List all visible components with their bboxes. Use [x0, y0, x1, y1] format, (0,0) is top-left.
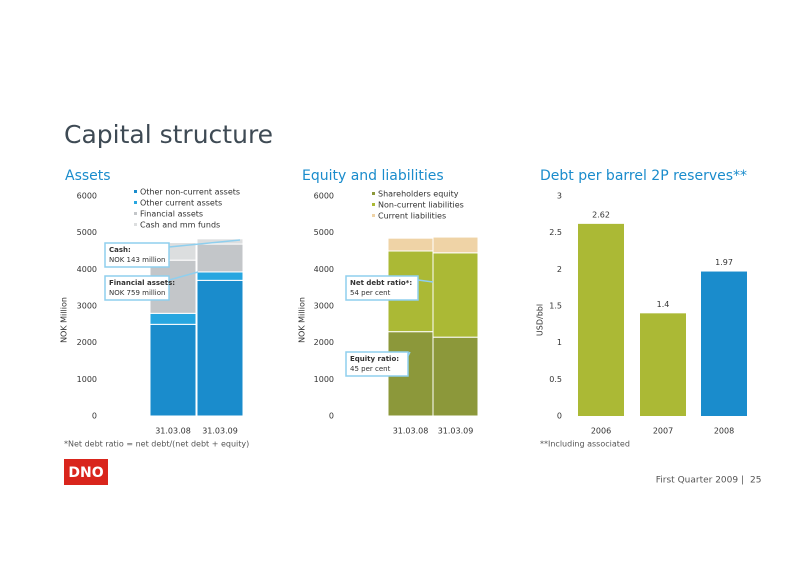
y-tick-label: 4000 [314, 265, 334, 274]
footnote: *Net debt ratio = net debt/(net debt + e… [64, 440, 249, 449]
annotation-text: 54 per cent [350, 289, 391, 297]
annotation-text: NOK 759 million [109, 289, 165, 297]
value-label: 1.97 [715, 258, 733, 267]
y-tick-label: 0 [329, 412, 334, 421]
callout-line [417, 279, 434, 283]
legend-label: Other non-current assets [140, 188, 240, 197]
annotation-text: 45 per cent [350, 365, 391, 373]
y-tick-label: 1 [557, 338, 562, 347]
y-tick-label: 1000 [77, 375, 97, 384]
value-label: 2.62 [592, 210, 610, 219]
footnote: **Including associated [540, 440, 630, 449]
y-axis-label: NOK Million [298, 297, 307, 343]
x-tick-label: 31.03.08 [155, 427, 191, 436]
chart-title: Assets [65, 168, 111, 184]
legend-marker [134, 223, 137, 226]
legend-label: Shareholders equity [378, 190, 459, 199]
annotation-box [345, 351, 409, 377]
legend-marker [134, 212, 137, 215]
annotation-title: Equity ratio: [350, 355, 399, 363]
legend-marker [134, 190, 137, 193]
bar-segment [196, 243, 244, 273]
bar-segment [149, 312, 197, 325]
callout-line [168, 271, 199, 281]
bar-segment [387, 237, 434, 252]
x-tick-label: 2008 [714, 427, 734, 436]
x-tick-label: 31.03.09 [438, 427, 474, 436]
x-tick-label: 31.03.08 [393, 427, 429, 436]
y-tick-label: 0 [557, 412, 562, 421]
legend-label: Financial assets [140, 210, 203, 219]
y-tick-label: 2 [557, 265, 562, 274]
y-tick-label: 2.5 [549, 228, 562, 237]
y-tick-label: 3 [557, 192, 562, 201]
legend-label: Non-current liabilities [378, 201, 464, 210]
y-axis-label: USD/bbl [536, 304, 545, 336]
y-tick-label: 4000 [77, 265, 97, 274]
y-tick-label: 2000 [314, 338, 334, 347]
y-tick-label: 5000 [77, 228, 97, 237]
annotation-box [104, 275, 170, 301]
bar-segment [196, 279, 244, 417]
legend-label: Cash and mm funds [140, 221, 220, 230]
x-tick-label: 31.03.09 [202, 427, 238, 436]
bar-segment [432, 252, 479, 338]
legend-marker [134, 201, 137, 204]
y-tick-label: 5000 [314, 228, 334, 237]
bar-segment [432, 336, 479, 417]
legend-label: Current liabilities [378, 212, 446, 221]
legend-marker [372, 214, 375, 217]
legend-marker [372, 203, 375, 206]
page-number: 25 [750, 476, 761, 486]
logo-box [64, 459, 108, 485]
value-label: 1.4 [657, 300, 670, 309]
logo: DNO [68, 465, 103, 481]
bar-segment [149, 323, 197, 417]
y-tick-label: 3000 [77, 302, 97, 311]
y-tick-label: 0.5 [549, 375, 562, 384]
bar-segment [196, 271, 244, 281]
annotation-title: Net debt ratio*: [350, 279, 412, 287]
y-axis-label: NOK Million [60, 297, 69, 343]
annotation-text: NOK 143 million [109, 256, 165, 264]
footer-text: First Quarter 2009 | [656, 476, 744, 486]
bar [640, 313, 686, 416]
annotation-box [104, 242, 170, 268]
y-tick-label: 0 [92, 412, 97, 421]
y-tick-label: 3000 [314, 302, 334, 311]
y-tick-label: 1.5 [549, 302, 562, 311]
legend-label: Other current assets [140, 199, 222, 208]
callout-line [168, 239, 241, 248]
bar [578, 223, 624, 416]
y-tick-label: 6000 [77, 192, 97, 201]
y-tick-label: 2000 [77, 338, 97, 347]
annotation-box [345, 275, 419, 301]
annotation-title: Cash: [109, 246, 131, 254]
x-tick-label: 2006 [591, 427, 611, 436]
annotation-title: Financial assets: [109, 279, 175, 287]
legend-marker [372, 192, 375, 195]
bar [701, 271, 747, 416]
chart-title: Debt per barrel 2P reserves** [540, 168, 747, 184]
slide-title: Capital structure [64, 120, 273, 149]
chart-title: Equity and liabilities [302, 168, 444, 184]
y-tick-label: 1000 [314, 375, 334, 384]
x-tick-label: 2007 [653, 427, 673, 436]
y-tick-label: 6000 [314, 192, 334, 201]
bar-segment [432, 236, 479, 254]
